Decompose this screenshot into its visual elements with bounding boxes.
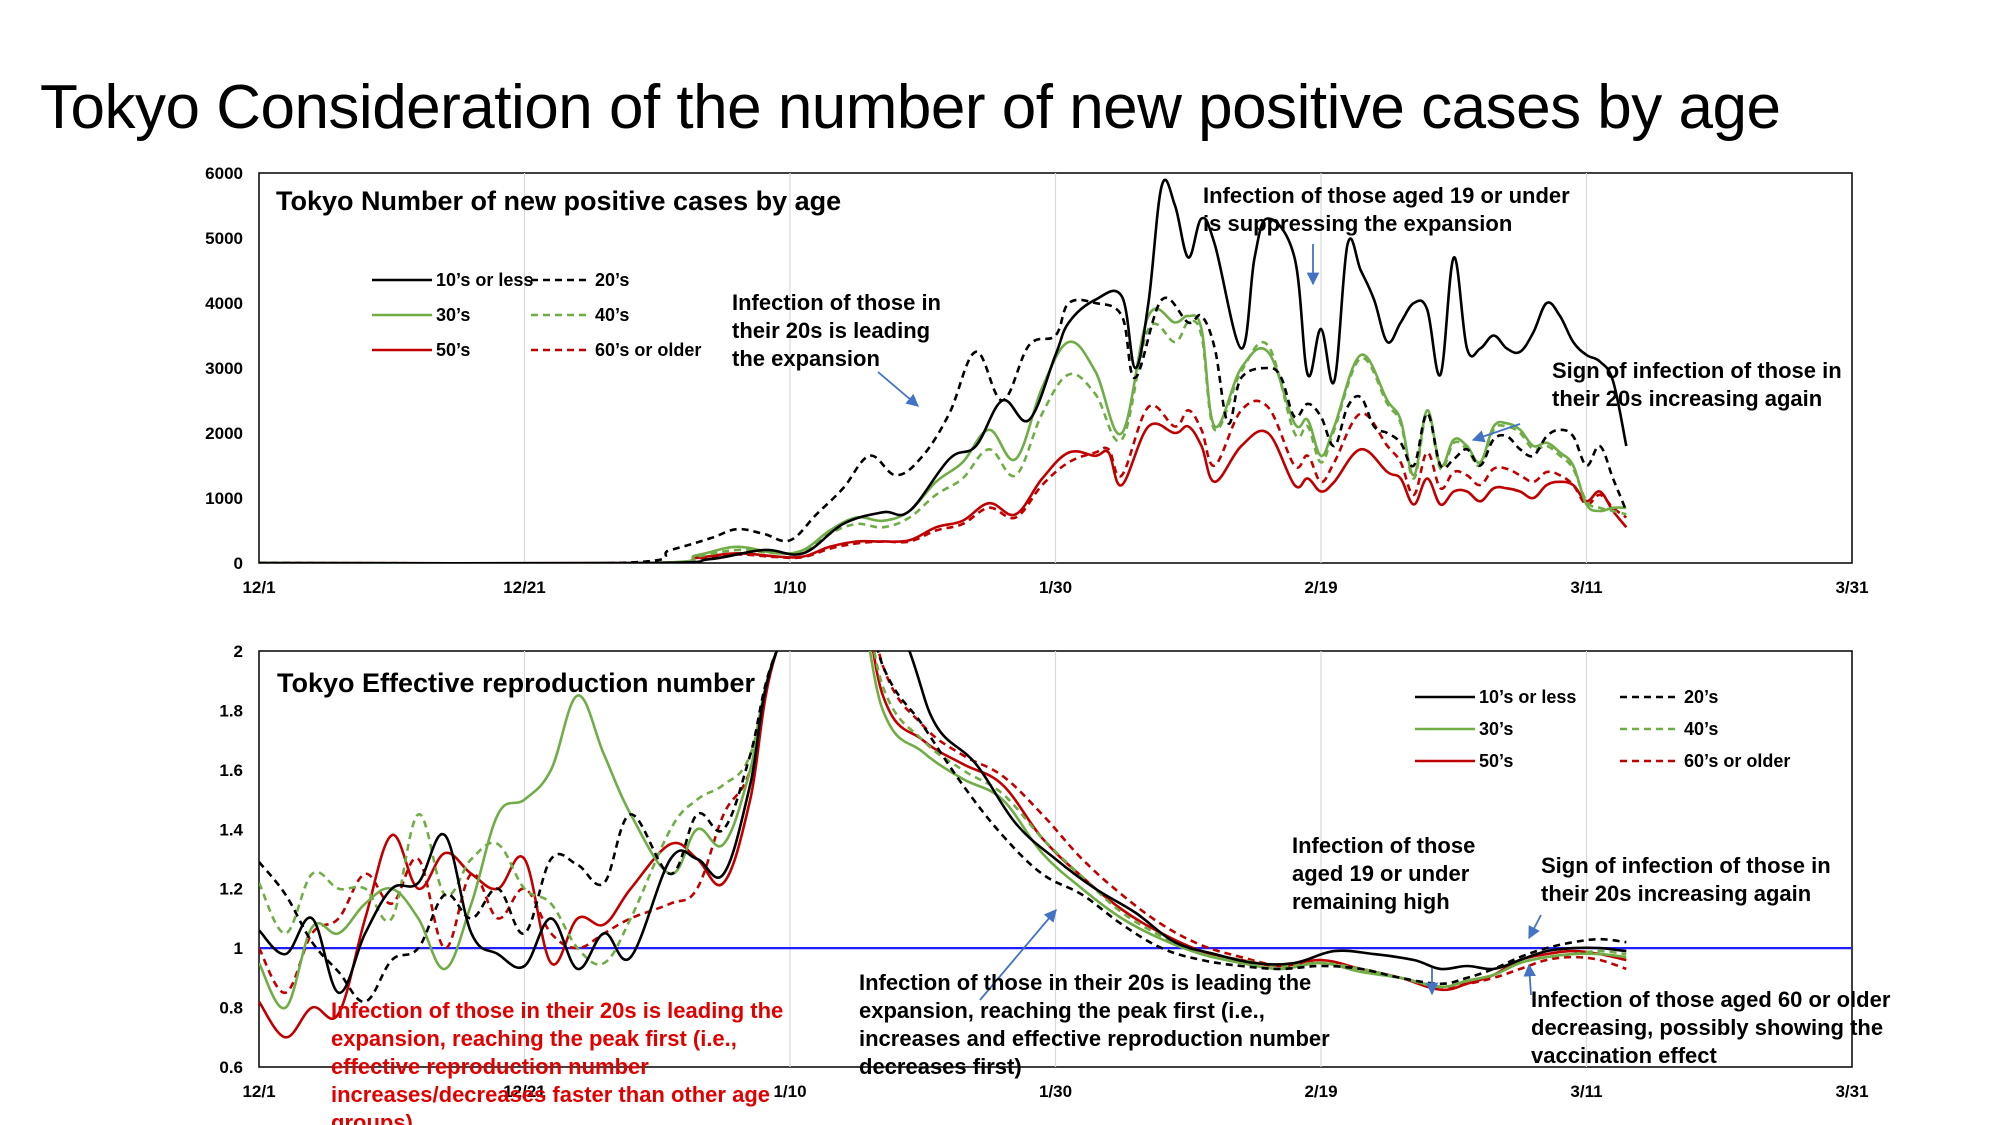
legend-label: 20’s [1684, 687, 1718, 707]
annotation-text: Infection of those aged 19 or under is su… [1203, 183, 1570, 236]
annotation-line: Infection of those in [732, 290, 941, 315]
annotation-line: is suppressing the expansion [1203, 211, 1512, 236]
annotation-text: Sign of infection of those in their 20s i… [1552, 358, 1842, 411]
x-tick-label: 12/1 [242, 578, 275, 597]
annotation-arrow [1523, 963, 1537, 996]
legend-label: 40’s [1684, 719, 1718, 739]
annotation-line: effective reproduction number [331, 1054, 649, 1079]
series-group [259, 651, 1627, 1039]
annotation-line: Infection of those aged 60 or older [1531, 987, 1891, 1012]
y-tick-label: 1.6 [219, 761, 243, 780]
x-tick-label: 1/10 [773, 578, 806, 597]
annotation-text: Infection of those aged 60 or older decre… [1531, 987, 1891, 1068]
annotation-line: decreasing, possibly showing the [1531, 1015, 1883, 1040]
legend-label: 60’s or older [1684, 751, 1790, 771]
chart-panel-1: 12/1 12/21 1/10 1/30 2/19 3/11 3/31 0 1000 2000 30… [205, 164, 1868, 597]
series-line-10-s-or-less [259, 651, 1627, 994]
annotation-line: Infection of those in their 20s is leadi… [859, 970, 1311, 995]
y-tick-label: 1000 [205, 489, 243, 508]
x-tick-label: 3/11 [1570, 1082, 1602, 1101]
legend-label: 50’s [1479, 751, 1513, 771]
x-tick-label: 3/31 [1835, 578, 1868, 597]
x-tick-label: 1/30 [1039, 1082, 1072, 1101]
y-tick-label: 0.6 [219, 1058, 243, 1077]
page-title: Tokyo Consideration of the number of new… [40, 73, 1781, 142]
chart-panel-2: 12/1 12/21 1/10 1/30 2/19 3/11 3/31 0.6 0.8 1 1.2 1… [219, 642, 1891, 1125]
y-tick-label: 1.4 [219, 820, 243, 839]
annotation-line: Infection of those in their 20s is leadi… [331, 998, 783, 1023]
y-tick-label: 6000 [205, 164, 243, 183]
series-group [259, 178, 1628, 563]
annotation-line: aged 19 or under [1292, 861, 1470, 886]
series-line-50-s [259, 422, 1628, 563]
annotation-text: Infection of those aged 19 or under remain… [1292, 833, 1475, 914]
legend-label: 10’s or less [436, 270, 533, 290]
x-tick-label: 3/11 [1570, 578, 1602, 597]
annotation-line: Infection of those aged 19 or under [1203, 183, 1570, 208]
annotation-line: decreases first) [859, 1054, 1022, 1079]
annotation-line: their 20s is leading [732, 318, 930, 343]
annotation-line: their 20s increasing again [1552, 386, 1822, 411]
annotation-line: the expansion [732, 346, 880, 371]
annotation-arrow [1471, 423, 1521, 443]
legend-label: 60’s or older [595, 340, 701, 360]
annotation-arrow [877, 371, 919, 407]
x-tick-label: 12/1 [242, 1082, 275, 1101]
annotation-line: increases/decreases faster than other ag… [331, 1082, 770, 1107]
x-tick-label: 1/10 [773, 1082, 806, 1101]
series-line-10-s-or-less [259, 178, 1628, 563]
annotation-text: Infection of those in their 20s is leadi… [859, 970, 1330, 1079]
annotation-text: Infection of those in their 20s is leadi… [331, 998, 783, 1125]
panel-title: Tokyo Effective reproduction number [277, 668, 756, 698]
annotation-line: Sign of infection of those in [1541, 853, 1831, 878]
y-tick-label: 1 [234, 939, 243, 958]
annotation-line: expansion, reaching the peak first (i.e.… [331, 1026, 737, 1051]
y-tick-label: 5000 [205, 229, 243, 248]
x-tick-label: 3/31 [1835, 1082, 1868, 1101]
x-tick-label: 1/30 [1039, 578, 1072, 597]
y-tick-label: 4000 [205, 294, 243, 313]
x-tick-label: 12/21 [503, 1082, 546, 1101]
series-line-50-s [259, 651, 1627, 1039]
legend-label: 30’s [436, 305, 470, 325]
annotation-line: remaining high [1292, 889, 1450, 914]
y-tick-label: 1.2 [219, 880, 243, 899]
x-tick-label: 12/21 [503, 578, 546, 597]
series-line-20-s [259, 296, 1628, 563]
annotation-line: increases and effective reproduction num… [859, 1026, 1330, 1051]
annotation-line: Sign of infection of those in [1552, 358, 1842, 383]
panel-title: Tokyo Number of new positive cases by ag… [276, 186, 841, 216]
annotation-text: Infection of those in their 20s is leadin… [732, 290, 941, 371]
x-tick-label: 2/19 [1304, 1082, 1337, 1101]
annotation-line: expansion, reaching the peak first (i.e.… [859, 998, 1265, 1023]
annotation-arrow [1528, 914, 1542, 940]
y-tick-label: 3000 [205, 359, 243, 378]
y-tick-label: 0.8 [219, 999, 243, 1018]
annotation-arrow [979, 909, 1057, 1001]
annotation-line: vaccination effect [1531, 1043, 1718, 1068]
legend-label: 40’s [595, 305, 629, 325]
legend-label: 20’s [595, 270, 629, 290]
annotation-line: Infection of those [1292, 833, 1475, 858]
annotation-line: groups) [331, 1110, 413, 1125]
annotation-text: Sign of infection of those in their 20s i… [1541, 853, 1831, 906]
series-line-60-s-or-older [259, 399, 1628, 563]
x-tick-label: 2/19 [1304, 578, 1337, 597]
series-line-40-s [259, 319, 1627, 563]
y-tick-label: 2 [234, 642, 243, 661]
y-tick-label: 1.8 [219, 701, 243, 720]
y-tick-label: 0 [234, 554, 243, 573]
legend-label: 50’s [436, 340, 470, 360]
legend-label: 30’s [1479, 719, 1513, 739]
y-tick-label: 2000 [205, 424, 243, 443]
legend-label: 10’s or less [1479, 687, 1576, 707]
annotation-line: their 20s increasing again [1541, 881, 1811, 906]
